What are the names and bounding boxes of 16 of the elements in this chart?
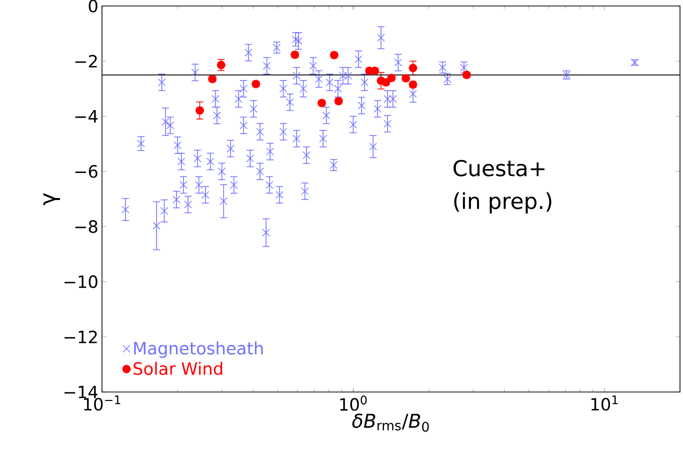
annotation: (in prep.) xyxy=(454,192,552,214)
x-axis-title: δB$_{rms}$/B$_{0}$ xyxy=(352,414,429,432)
legend-label: Solar Wind xyxy=(134,362,222,375)
x-tick-label: 10$^{1}$ xyxy=(591,396,618,411)
y-tick-label: −12 xyxy=(64,330,97,344)
y-tick-label: −2 xyxy=(75,54,97,68)
y-axis-title: γ xyxy=(43,193,60,206)
y-tick-label: −8 xyxy=(75,220,98,233)
y-tick-label: −14 xyxy=(64,386,98,398)
y-tick-label: −10 xyxy=(64,275,98,288)
annotation: Cuesta+ xyxy=(454,160,544,176)
x-tick-label: 10$^{0}$ xyxy=(340,396,367,411)
legend-label: Magnetosheath xyxy=(134,342,263,358)
y-tick-label: 0 xyxy=(88,0,98,12)
y-tick-label: −4 xyxy=(75,110,98,122)
y-tick-label: −6 xyxy=(75,165,98,178)
